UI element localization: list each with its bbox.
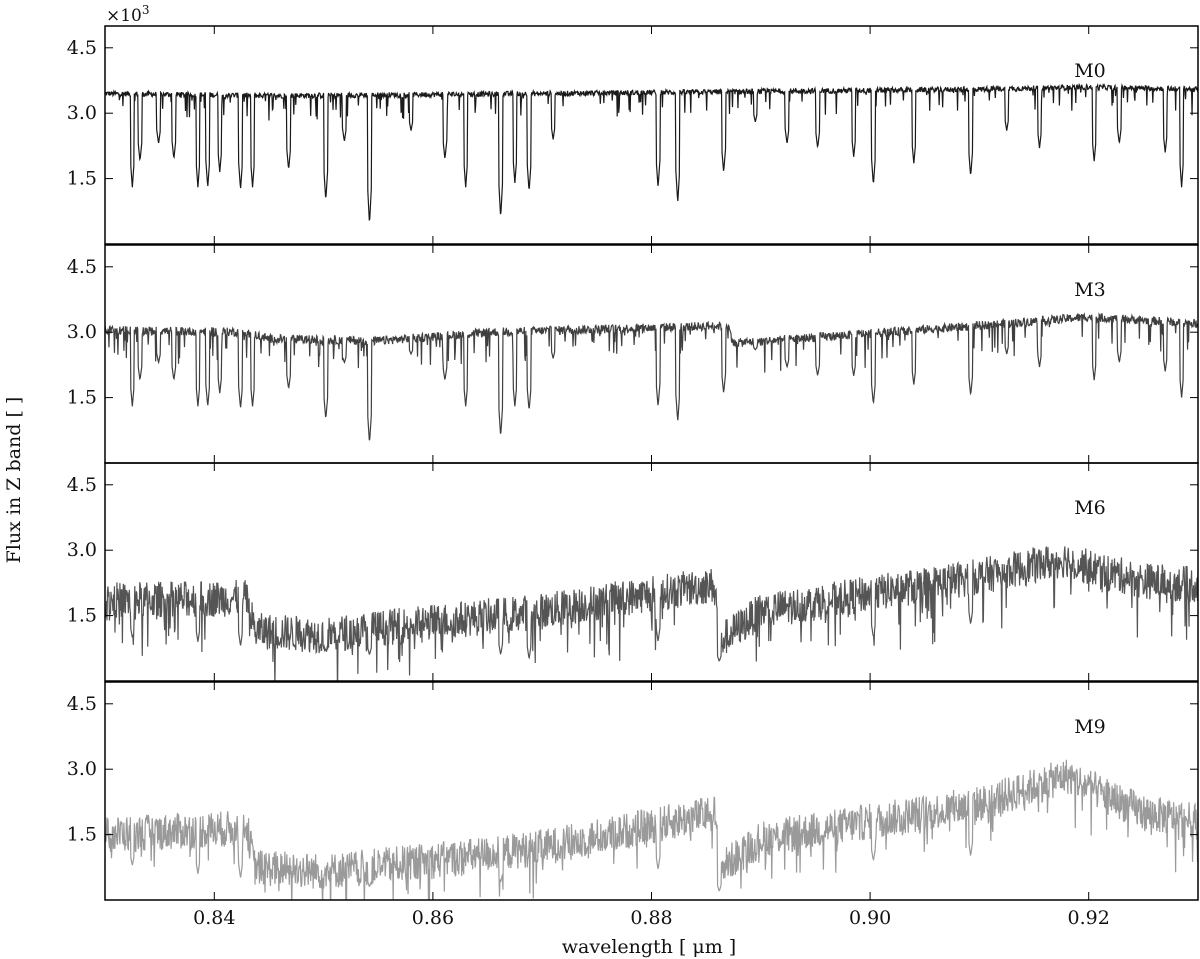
panel-m6: 1.5 3.0 4.5 M6	[67, 462, 1199, 682]
panel-label-m3: M3	[1074, 279, 1106, 301]
x-axis: 0.84 0.86 0.88 0.90 0.92	[193, 907, 1110, 929]
panel-m3: 1.5 3.0 4.5 M3	[67, 244, 1199, 464]
scale-factor-label: ×103	[106, 3, 150, 26]
y-tick-label: 1.5	[67, 824, 97, 846]
panel-m0: 1.5 3.0 4.5 M0	[67, 25, 1199, 245]
spectrum-line-m3	[105, 312, 1198, 441]
y-tick-label: 1.5	[67, 605, 97, 627]
panel-label-m0: M0	[1074, 60, 1106, 82]
panels-layer: 1.5 3.0 4.5 M0 1.5 3.0 4.5 M3 1.5 3.0 4.5 M6 1.5 3.0 4…	[67, 25, 1199, 901]
spectrum-line-m9	[105, 759, 1198, 900]
y-tick-label: 1.5	[67, 387, 97, 409]
x-tick-label: 0.88	[630, 907, 672, 929]
scale-factor-exponent: 3	[142, 3, 150, 17]
y-tick-label: 1.5	[67, 168, 97, 190]
x-tick-label: 0.90	[849, 907, 891, 929]
panel-m9: 1.5 3.0 4.5 M9	[67, 681, 1199, 901]
panel-label-m6: M6	[1074, 497, 1106, 519]
y-tick-label: 4.5	[67, 693, 97, 715]
panel-label-m9: M9	[1074, 716, 1106, 738]
spectrum-line-m0	[105, 82, 1198, 221]
y-tick-label: 3.0	[67, 102, 97, 124]
x-axis-title: wavelength [ μm ]	[562, 936, 736, 958]
x-tick-label: 0.92	[1068, 907, 1110, 929]
x-tick-label: 0.84	[193, 907, 235, 929]
panel-frame	[104, 25, 1199, 245]
y-tick-label: 3.0	[67, 758, 97, 780]
x-tick-label: 0.86	[412, 907, 454, 929]
spectrum-line-m6	[105, 546, 1198, 681]
scale-factor-base: ×10	[106, 6, 142, 26]
y-tick-label: 4.5	[67, 474, 97, 496]
y-tick-label: 3.0	[67, 321, 97, 343]
y-tick-label: 4.5	[67, 37, 97, 59]
y-tick-label: 4.5	[67, 256, 97, 278]
y-axis-title: Flux in Z band [ ]	[3, 397, 25, 564]
svg-text:×103: ×103	[106, 3, 150, 26]
y-tick-label: 3.0	[67, 539, 97, 561]
